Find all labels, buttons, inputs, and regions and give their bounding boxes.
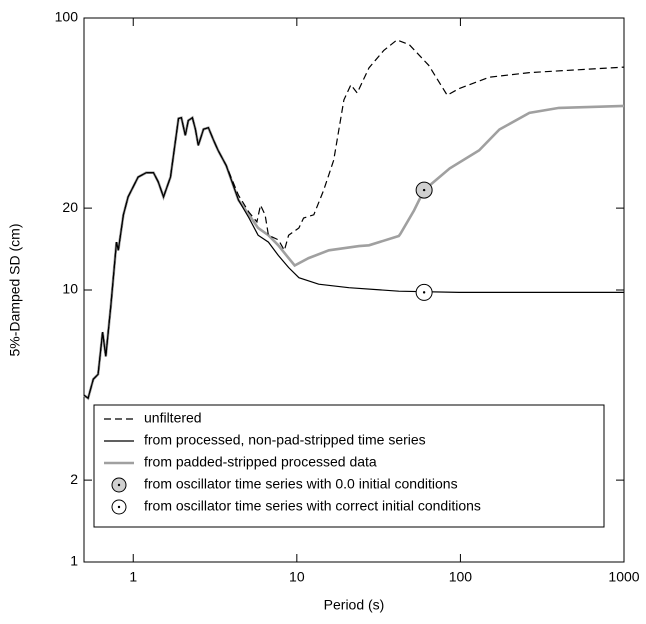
- x-axis-label: Period (s): [324, 597, 385, 613]
- legend-box: [93, 404, 605, 528]
- x-tick-label: 1: [129, 569, 137, 585]
- legend-label: from oscillator time series with 0.0 ini…: [144, 476, 458, 492]
- y-tick-label: 20: [62, 199, 78, 215]
- marker-dot: [422, 188, 426, 192]
- legend-label: unfiltered: [144, 410, 202, 426]
- series-line: [83, 39, 625, 400]
- y-tick-label: 10: [62, 281, 78, 297]
- legend-label: from oscillator time series with correct…: [144, 498, 481, 514]
- y-tick-label: 100: [55, 9, 79, 25]
- legend-marker-dot: [117, 505, 121, 509]
- legend-label: from padded-stripped processed data: [144, 454, 377, 470]
- legend-marker-dot: [117, 483, 121, 487]
- x-tick-label: 1000: [608, 569, 639, 585]
- legend-label: from processed, non-pad-stripped time se…: [144, 432, 426, 448]
- x-tick-label: 10: [289, 569, 305, 585]
- series-line: [83, 116, 624, 400]
- series-line: [83, 104, 625, 401]
- x-tick-label: 100: [449, 569, 473, 585]
- marker-dot: [422, 291, 426, 294]
- y-tick-label: 1: [70, 553, 78, 569]
- y-tick-label: 2: [70, 471, 78, 487]
- y-axis-label: 5%-Damped SD (cm): [7, 223, 23, 356]
